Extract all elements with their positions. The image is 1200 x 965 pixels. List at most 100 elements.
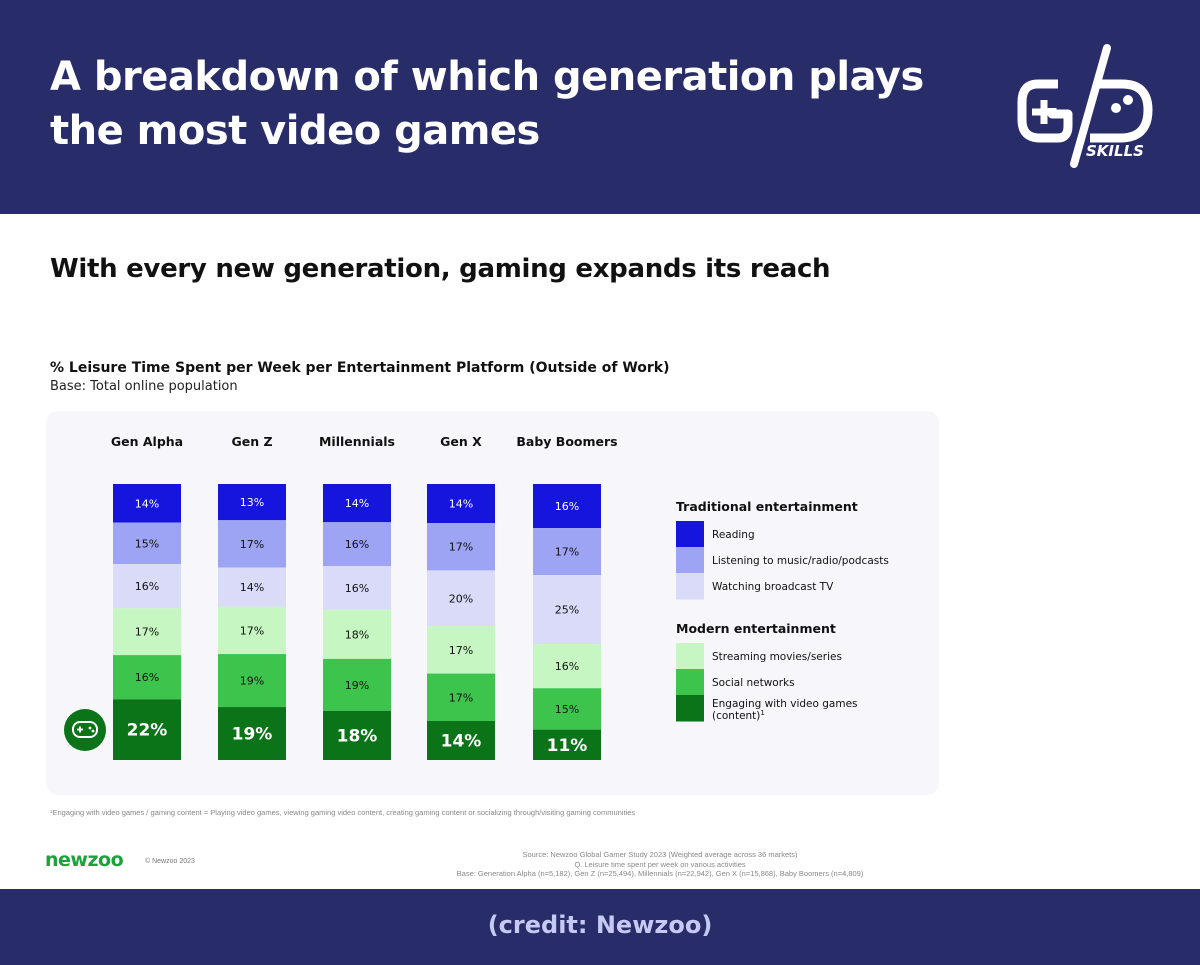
- bar-segment: [218, 606, 286, 655]
- legend-label: Reading: [712, 529, 755, 541]
- legend-label: Listening to music/radio/podcasts: [712, 555, 889, 567]
- data-label: 17%: [240, 624, 264, 637]
- gamepad-icon: [64, 709, 106, 751]
- header-banner: [0, 0, 1200, 214]
- bar-segment: [113, 608, 181, 656]
- source-line: Base: Generation Alpha (n=5,182), Gen Z …: [456, 869, 864, 878]
- bar-segment: [323, 522, 391, 566]
- data-label: 19%: [345, 679, 369, 692]
- legend-label: (content)1: [712, 709, 765, 722]
- legend-label: Social networks: [712, 677, 795, 689]
- bar-segment: [113, 699, 181, 760]
- data-label: 17%: [449, 691, 473, 704]
- legend-group-title: Traditional entertainment: [676, 499, 858, 514]
- bar-segment: [323, 609, 391, 659]
- category-label: Gen Alpha: [111, 434, 183, 449]
- bar-segment: [218, 520, 286, 568]
- bar-segment: [533, 729, 601, 760]
- category-label: Gen Z: [231, 434, 272, 449]
- legend-label: Streaming movies/series: [712, 651, 842, 663]
- legend-label: Engaging with video games: [712, 698, 858, 710]
- bar-segment: [218, 484, 286, 521]
- credit: (credit: Newzoo): [487, 911, 713, 939]
- legend-swatch: [676, 669, 704, 696]
- data-label: 14%: [441, 731, 482, 751]
- footer-banner: [0, 889, 1200, 965]
- data-label: 20%: [449, 592, 473, 605]
- data-label: 16%: [345, 582, 369, 595]
- data-label: 17%: [449, 644, 473, 657]
- chart-subtitle: Base: Total online population: [50, 379, 238, 394]
- bar-segment: [533, 688, 601, 730]
- legend-swatch: [676, 573, 704, 600]
- footnote: ¹Engaging with video games / gaming cont…: [50, 808, 636, 817]
- data-label: 22%: [127, 721, 168, 741]
- bar-segment: [218, 707, 286, 760]
- category-label: Gen X: [440, 434, 482, 449]
- bar-segment: [323, 710, 391, 760]
- bar-segment: [323, 484, 391, 523]
- bar-segment: [427, 673, 495, 721]
- bar-segment: [533, 528, 601, 576]
- bar-segment: [427, 523, 495, 571]
- legend-swatch: [676, 695, 704, 722]
- data-label: 14%: [240, 581, 264, 594]
- bar-segment: [218, 654, 286, 708]
- gamepad-icon-button: [88, 726, 92, 730]
- chart-title: % Leisure Time Spent per Week per Entert…: [50, 360, 670, 376]
- page-title: A breakdown of which generation plays th…: [50, 54, 924, 154]
- source-note: Source: Newzoo Global Gamer Study 2023 (…: [380, 850, 940, 879]
- bar-segment: [113, 655, 181, 700]
- bar-segment: [427, 484, 495, 524]
- bar-segment: [533, 644, 601, 689]
- data-label: 16%: [135, 671, 159, 684]
- data-label: 17%: [449, 541, 473, 554]
- bar-segment: [113, 564, 181, 609]
- data-label: 16%: [555, 500, 579, 513]
- bar-segment: [427, 626, 495, 674]
- bar-segment: [533, 575, 601, 645]
- data-label: 14%: [345, 497, 369, 510]
- data-label: 18%: [337, 726, 378, 746]
- bar-segment: [218, 567, 286, 607]
- data-label: 25%: [555, 604, 579, 617]
- logo-text: SKILLS: [1086, 142, 1144, 160]
- data-label: 11%: [547, 736, 588, 756]
- newzoo-logo: newzoo: [45, 849, 124, 871]
- data-label: 15%: [555, 703, 579, 716]
- data-label: 17%: [135, 626, 159, 639]
- bar-segment: [323, 565, 391, 610]
- legend-swatch: [676, 643, 704, 670]
- legend-group-title: Modern entertainment: [676, 621, 836, 636]
- data-label: 16%: [345, 538, 369, 551]
- category-label: Millennials: [319, 434, 395, 449]
- data-label: 17%: [240, 538, 264, 551]
- copyright: © Newzoo 2023: [145, 858, 195, 865]
- bar-segment: [113, 484, 181, 523]
- bar-segment: [113, 522, 181, 565]
- data-label: 17%: [555, 546, 579, 559]
- gd-skills-logo: [1017, 44, 1153, 168]
- legend-swatch: [676, 521, 704, 548]
- gamepad-icon-body: [72, 721, 98, 738]
- bar-segment: [323, 658, 391, 711]
- source-line: Source: Newzoo Global Gamer Study 2023 (…: [522, 850, 798, 859]
- bar-segment: [427, 570, 495, 627]
- bar-segment: [427, 720, 495, 760]
- data-label: 16%: [135, 580, 159, 593]
- data-label: 18%: [345, 628, 369, 641]
- legend-label: Watching broadcast TV: [712, 581, 834, 593]
- legend-swatch: [676, 547, 704, 574]
- section-heading: With every new generation, gaming expand…: [50, 254, 831, 284]
- data-label: 19%: [232, 725, 273, 745]
- data-label: 15%: [135, 537, 159, 550]
- data-label: 19%: [240, 675, 264, 688]
- data-label: 13%: [240, 496, 264, 509]
- data-label: 14%: [135, 497, 159, 510]
- gamepad-icon-button: [91, 729, 95, 733]
- bar-segment: [533, 484, 601, 529]
- data-label: 14%: [449, 498, 473, 511]
- source-line: Q. Leisure time spent per week on variou…: [574, 859, 746, 869]
- data-label: 16%: [555, 660, 579, 673]
